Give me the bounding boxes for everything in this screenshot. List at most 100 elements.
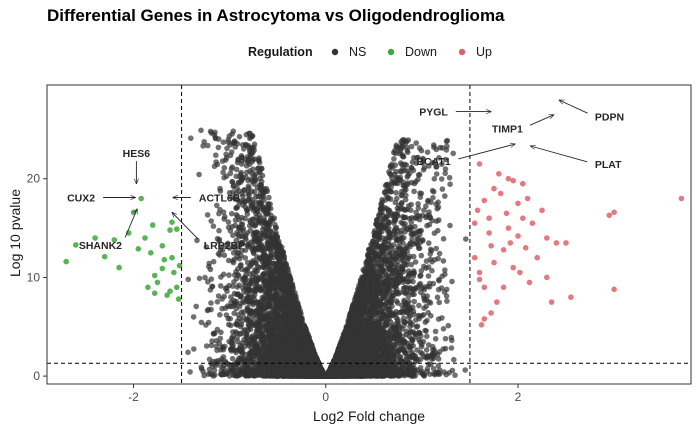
data-point-ns xyxy=(212,372,218,378)
data-point-ns xyxy=(420,155,426,162)
data-point-ns xyxy=(249,333,256,339)
legend-label-up: Up xyxy=(476,45,492,59)
data-point-ns xyxy=(185,349,191,356)
data-point-ns xyxy=(232,217,239,223)
data-point-ns xyxy=(425,361,432,368)
data-point-ns xyxy=(451,356,457,363)
data-point-ns xyxy=(418,268,425,274)
data-point-ns xyxy=(218,244,225,250)
data-point-ns xyxy=(205,142,211,149)
data-point-ns xyxy=(423,347,430,353)
data-point-ns xyxy=(400,213,406,220)
legend-entry-down: Down xyxy=(387,45,437,59)
data-point-ns xyxy=(439,315,445,321)
data-point-ns xyxy=(439,186,446,192)
ns-points xyxy=(185,127,469,379)
data-point-ns xyxy=(450,150,457,157)
data-point-ns xyxy=(241,288,247,294)
data-point-ns xyxy=(233,205,240,211)
data-point-ns xyxy=(413,140,420,146)
legend-title: Regulation xyxy=(248,45,313,59)
legend-label-down: Down xyxy=(405,45,437,59)
data-point-ns xyxy=(217,283,224,289)
data-point-ns xyxy=(395,300,401,306)
data-point-ns xyxy=(426,163,432,169)
data-point-ns xyxy=(445,322,452,329)
data-point-ns xyxy=(210,258,217,265)
data-point-ns xyxy=(211,367,218,374)
data-point-ns xyxy=(191,346,197,352)
data-point-ns xyxy=(236,303,243,310)
data-point-ns xyxy=(202,274,208,281)
data-point-ns xyxy=(196,171,202,178)
legend-key-up xyxy=(458,48,466,56)
data-point-ns xyxy=(433,171,440,177)
legend-entry-ns: NS xyxy=(331,45,366,59)
data-point-ns xyxy=(231,310,237,317)
data-point-ns xyxy=(418,190,425,197)
data-point-ns xyxy=(408,143,415,150)
data-point-ns xyxy=(206,356,213,363)
data-point-ns xyxy=(214,202,220,209)
data-point-ns xyxy=(205,306,212,313)
data-point-ns xyxy=(419,341,425,348)
data-point-ns xyxy=(209,338,215,344)
data-point-ns xyxy=(221,252,228,259)
data-point-ns xyxy=(220,139,227,145)
data-point-ns xyxy=(425,342,432,348)
data-point-ns xyxy=(204,212,211,218)
data-point-ns xyxy=(435,286,442,293)
data-point-ns xyxy=(393,190,400,196)
data-point-ns xyxy=(399,192,405,199)
data-point-ns xyxy=(219,158,226,164)
data-point-ns xyxy=(431,176,438,182)
data-point-ns xyxy=(243,169,250,176)
data-point-ns xyxy=(435,199,442,205)
data-point-ns xyxy=(242,247,249,253)
data-point-ns xyxy=(462,367,469,373)
data-point-ns xyxy=(424,333,430,340)
data-point-ns xyxy=(415,172,422,178)
data-point-ns xyxy=(221,165,228,171)
data-point-ns xyxy=(442,193,448,199)
data-point-ns xyxy=(423,328,429,334)
data-point-ns xyxy=(438,176,445,182)
data-point-ns xyxy=(229,210,235,217)
data-point-ns xyxy=(436,155,442,161)
data-point-ns xyxy=(217,335,224,342)
data-point-ns xyxy=(220,169,226,176)
chart-title: Differential Genes in Astrocytoma vs Oli… xyxy=(47,6,505,25)
data-point-ns xyxy=(426,221,433,228)
data-point-ns xyxy=(431,144,437,150)
data-point-ns xyxy=(242,255,249,261)
data-point-ns xyxy=(212,363,219,369)
legend-entry-up: Up xyxy=(458,45,492,59)
legend-label-ns: NS xyxy=(349,45,366,59)
data-point-ns xyxy=(427,246,434,253)
data-point-ns xyxy=(435,362,442,369)
data-point-ns xyxy=(442,335,449,342)
legend-key-down xyxy=(387,48,395,56)
legend-key-ns xyxy=(331,48,339,56)
data-point-ns xyxy=(436,299,443,306)
data-point-ns xyxy=(435,356,442,362)
data-point-ns xyxy=(240,193,246,199)
data-point-ns xyxy=(210,331,217,337)
data-point-ns xyxy=(210,223,217,229)
data-point-ns xyxy=(217,312,223,318)
data-point-ns xyxy=(208,300,214,306)
data-point-ns xyxy=(415,201,421,207)
data-point-ns xyxy=(226,272,232,278)
data-point-ns xyxy=(427,251,434,257)
data-point-ns xyxy=(429,267,435,274)
data-point-ns xyxy=(244,211,251,217)
data-point-ns xyxy=(447,222,453,229)
data-point-ns xyxy=(440,236,447,242)
data-point-ns xyxy=(193,303,199,310)
data-point-ns xyxy=(424,149,431,155)
data-point-ns xyxy=(214,299,221,305)
data-point-ns xyxy=(216,227,222,234)
data-point-ns xyxy=(230,250,237,256)
